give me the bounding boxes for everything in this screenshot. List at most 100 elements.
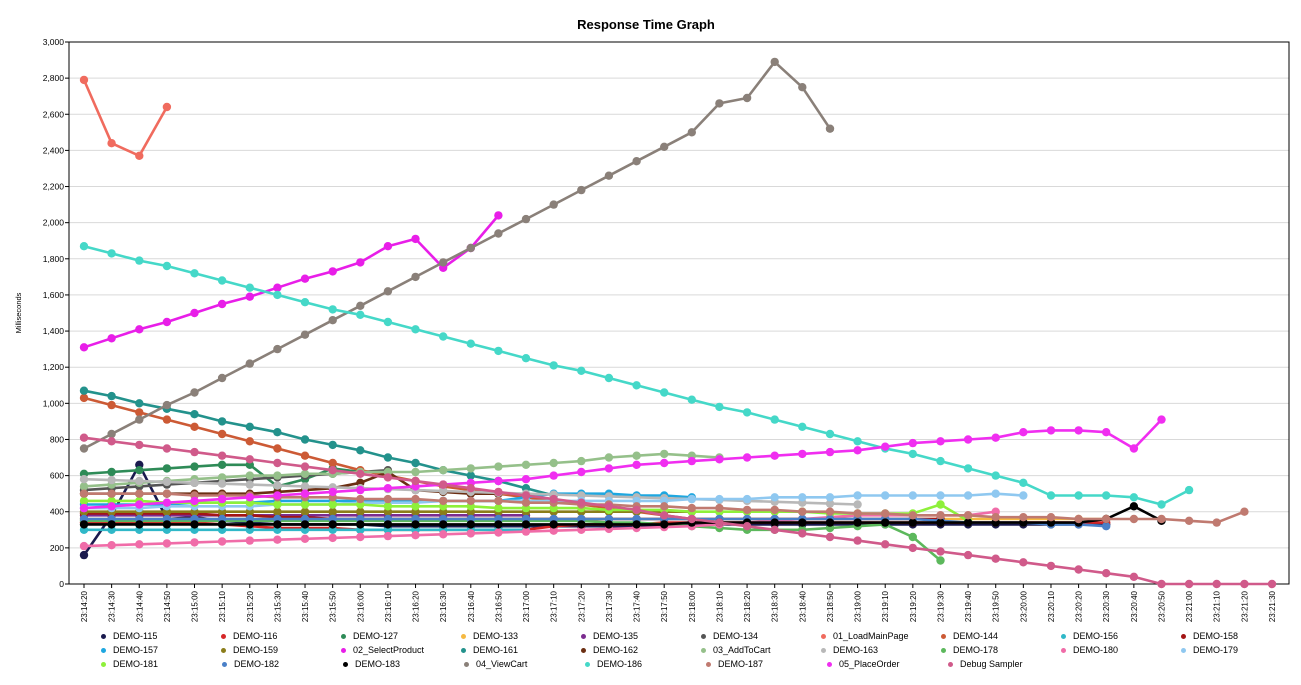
data-point <box>245 493 254 502</box>
data-point <box>190 388 199 397</box>
data-point <box>383 494 393 504</box>
legend-item: DEMO-178 <box>930 645 1050 655</box>
data-point <box>162 444 172 453</box>
data-point <box>79 541 89 551</box>
legend-marker <box>581 633 586 639</box>
series-line <box>82 60 832 450</box>
series-line <box>82 510 998 548</box>
data-point <box>107 139 116 148</box>
data-point <box>328 487 337 497</box>
data-point <box>908 491 917 500</box>
data-point <box>217 537 227 546</box>
data-point <box>936 500 945 509</box>
series-05_PlaceOrder <box>79 415 1166 513</box>
legend-item: DEMO-135 <box>570 631 690 641</box>
data-point <box>300 330 310 339</box>
data-point <box>798 493 807 502</box>
data-point <box>356 494 365 504</box>
data-point <box>190 308 199 318</box>
x-tick-label: 23:18:10 <box>715 590 724 622</box>
data-point <box>1240 579 1249 589</box>
data-point <box>1019 558 1028 567</box>
data-point <box>798 507 807 516</box>
legend-label: DEMO-127 <box>353 631 399 641</box>
x-tick-label: 23:17:40 <box>633 590 642 622</box>
data-point <box>107 391 116 401</box>
chart-legend: DEMO-115 DEMO-116 DEMO-127 DEMO-133 DEMO-135… <box>90 629 1290 671</box>
data-point <box>798 518 807 527</box>
x-tick-label: 23:16:30 <box>439 590 448 622</box>
data-point <box>273 444 282 453</box>
data-point <box>963 435 973 444</box>
x-tick-label: 23:18:00 <box>688 590 697 622</box>
data-point <box>660 449 669 459</box>
data-point <box>770 505 779 515</box>
legend-row: DEMO-181 DEMO-182 DEMO-183 04_ViewCart DEMO-… <box>90 657 1290 671</box>
data-point <box>660 458 669 468</box>
x-tick-label: 23:16:00 <box>356 590 365 622</box>
legend-label: 05_PlaceOrder <box>839 659 900 669</box>
legend-label: DEMO-163 <box>833 645 879 655</box>
x-tick-label: 23:17:30 <box>605 590 614 622</box>
legend-marker <box>222 661 227 667</box>
y-tick-label: 1,200 <box>43 362 65 372</box>
data-point <box>328 500 337 509</box>
legend-label: 04_ViewCart <box>476 659 528 669</box>
data-point <box>963 518 973 527</box>
data-point <box>632 451 641 460</box>
x-tick-label: 23:16:10 <box>384 590 393 622</box>
legend-marker <box>581 647 586 653</box>
data-point <box>715 518 724 527</box>
data-point <box>494 462 503 471</box>
legend-item: DEMO-181 <box>90 659 211 669</box>
grid-lines <box>69 41 1289 585</box>
data-point <box>328 466 337 475</box>
legend-label: DEMO-161 <box>473 645 519 655</box>
data-point <box>300 489 310 498</box>
data-point <box>742 453 752 462</box>
legend-marker <box>1181 633 1186 639</box>
data-point <box>356 446 365 455</box>
data-point <box>742 93 752 103</box>
legend-label: DEMO-116 <box>233 631 278 641</box>
data-point <box>79 475 89 484</box>
legend-marker <box>341 647 346 653</box>
data-point <box>328 267 337 276</box>
data-point <box>411 502 420 511</box>
data-point <box>1074 491 1083 500</box>
data-point <box>135 408 144 417</box>
data-point <box>300 469 310 478</box>
data-point <box>1212 579 1221 589</box>
data-point <box>936 518 945 527</box>
legend-row: DEMO-157 DEMO-159 02_SelectProduct DEMO-161… <box>90 643 1290 657</box>
legend-label: DEMO-135 <box>593 631 639 641</box>
data-point <box>162 317 172 327</box>
x-tick-label: 23:17:10 <box>550 590 559 622</box>
data-point <box>715 455 724 464</box>
legend-item: Debug Sampler <box>937 659 1058 669</box>
data-point <box>1129 493 1139 502</box>
data-point <box>742 494 752 504</box>
data-point <box>770 415 779 424</box>
data-point <box>494 229 503 238</box>
series-line <box>82 436 1274 586</box>
data-point <box>1212 518 1221 527</box>
data-point <box>1129 444 1139 453</box>
data-point <box>356 310 365 319</box>
data-point <box>107 541 116 550</box>
x-tick-label: 23:18:40 <box>798 590 807 622</box>
data-point <box>632 460 641 469</box>
legend-marker <box>1061 633 1066 639</box>
x-tick-labels: 23:14:20 23:14:30 23:14:40 23:14:50 23:15:00… <box>80 590 1277 622</box>
legend-marker <box>941 633 946 639</box>
legend-marker <box>343 661 348 667</box>
x-tick-label: 23:17:50 <box>660 590 669 622</box>
y-tick-label: 1,400 <box>43 326 65 336</box>
data-point <box>439 480 448 489</box>
legend-marker <box>461 633 466 639</box>
series-line <box>82 389 556 497</box>
data-point <box>742 522 752 531</box>
data-point <box>549 361 558 370</box>
legend-marker <box>341 633 346 639</box>
x-tick-label: 23:19:20 <box>909 590 918 622</box>
